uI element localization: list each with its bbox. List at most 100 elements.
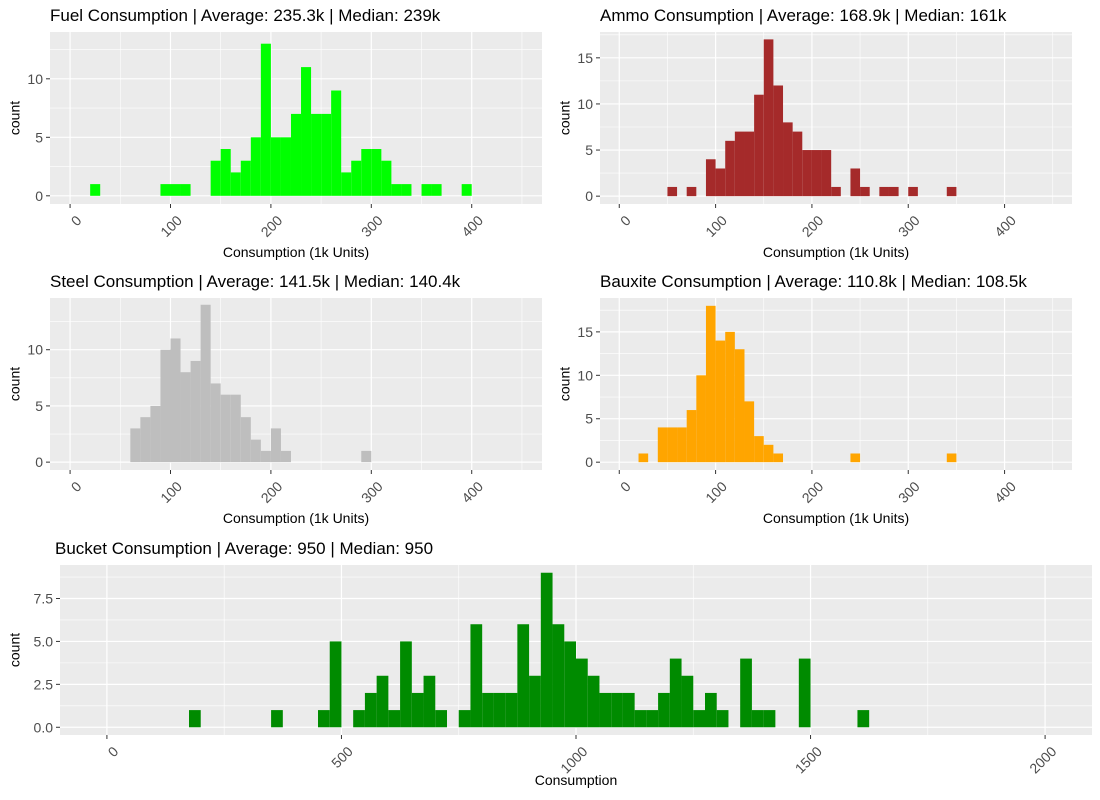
histogram-bar — [353, 710, 365, 728]
histogram-bar — [270, 428, 281, 463]
histogram-bar — [634, 710, 647, 728]
histogram-bar — [230, 172, 241, 196]
fuel-chart-title: Fuel Consumption | Average: 235.3k | Med… — [50, 6, 441, 25]
histogram-bar — [540, 572, 553, 728]
histogram-bar — [622, 692, 635, 728]
x-tick-label: 1500 — [792, 743, 825, 776]
x-tick-label: 0 — [617, 212, 634, 229]
x-tick-label: 400 — [458, 478, 486, 506]
histogram-bar — [751, 710, 764, 728]
x-tick-label: 100 — [702, 212, 730, 240]
y-tick-label: 5 — [585, 142, 593, 158]
histogram-bar — [190, 360, 201, 463]
x-tick-label: 0 — [68, 478, 85, 495]
y-tick-label: 0 — [585, 188, 593, 204]
histogram-bar — [90, 184, 101, 196]
histogram-bar — [280, 450, 291, 463]
histogram-bar — [763, 39, 774, 197]
histogram-bar — [725, 331, 735, 463]
y-axis-title: count — [7, 367, 23, 401]
y-tick-label: 15 — [577, 50, 593, 66]
histogram-bar — [763, 710, 776, 728]
histogram-bar — [160, 184, 171, 196]
histogram-bar — [331, 90, 342, 196]
histogram-bar — [361, 149, 372, 196]
plot-background — [50, 298, 542, 470]
histogram-bar — [811, 150, 822, 197]
histogram-bar — [260, 450, 271, 463]
histogram-bar — [210, 160, 221, 196]
histogram-bar — [646, 710, 659, 728]
histogram-bar — [280, 137, 291, 196]
histogram-bar — [301, 67, 312, 196]
y-tick-label: 0 — [35, 454, 43, 470]
ammo-histogram: 0 5 10 15 0 100 200 300 400 Consumption (1k Units… — [557, 32, 1072, 260]
histogram-bar — [681, 675, 694, 728]
x-tick-label: 100 — [702, 478, 730, 506]
histogram-bar — [200, 304, 211, 463]
histogram-bar — [740, 658, 752, 728]
histogram-bar — [170, 184, 181, 196]
x-tick-label: 300 — [358, 212, 386, 240]
histogram-bar — [470, 624, 483, 728]
bauxite-chart-title: Bauxite Consumption | Average: 110.8k | … — [600, 272, 1027, 291]
x-tick-label: 200 — [799, 212, 827, 240]
histogram-bar — [529, 675, 541, 728]
histogram-bar — [458, 710, 471, 728]
histogram-bar — [657, 427, 668, 463]
x-tick-label: 2000 — [1026, 743, 1059, 776]
y-axis-title: count — [7, 101, 23, 135]
x-axis-title: Consumption (1k Units) — [763, 244, 909, 260]
histogram-bar — [686, 186, 697, 197]
histogram-bar — [725, 140, 735, 197]
histogram-bar — [321, 113, 332, 196]
histogram-bar — [210, 383, 221, 463]
histogram-bar — [773, 85, 784, 197]
histogram-bar — [220, 149, 231, 196]
x-tick-label: 400 — [991, 478, 1019, 506]
histogram-bar — [667, 427, 678, 463]
histogram-bar — [376, 675, 389, 728]
histogram-bar — [686, 410, 697, 463]
histogram-bar — [388, 710, 401, 728]
x-tick-label: 200 — [258, 212, 286, 240]
y-tick-label: 10 — [27, 342, 43, 358]
histogram-bar — [705, 692, 717, 728]
histogram-bar — [170, 338, 181, 463]
histogram-bar — [669, 658, 682, 728]
histogram-bar — [658, 692, 670, 728]
x-tick-label: 400 — [991, 212, 1019, 240]
y-tick-label: 15 — [577, 324, 593, 340]
y-tick-label: 10 — [27, 71, 43, 87]
x-tick-label: 0 — [105, 743, 122, 760]
histogram-bar — [798, 658, 811, 728]
histogram-bar — [850, 453, 861, 463]
histogram-bar — [160, 349, 171, 463]
histogram-bar — [311, 113, 322, 196]
histogram-bar — [599, 692, 612, 728]
y-tick-label: 5.0 — [34, 633, 54, 649]
histogram-bar — [140, 417, 151, 463]
histogram-bar — [189, 710, 201, 728]
x-axis-title: Consumption — [535, 772, 618, 788]
x-axis-title: Consumption (1k Units) — [763, 510, 909, 526]
histogram-bar — [715, 340, 726, 463]
bauxite-histogram: 0 5 10 15 0 100 200 300 400 Consumption (1k Units… — [557, 298, 1072, 526]
y-tick-label: 5 — [585, 411, 593, 427]
y-tick-label: 0.0 — [34, 719, 54, 735]
x-tick-label: 100 — [157, 212, 185, 240]
histogram-bar — [431, 184, 442, 196]
histogram-bar — [696, 375, 706, 463]
histogram-bar — [391, 184, 402, 196]
histogram-bar — [250, 439, 261, 463]
histogram-bar — [611, 692, 623, 728]
histogram-bar — [908, 186, 918, 197]
histogram-bar — [831, 186, 841, 197]
histogram-bar — [421, 184, 432, 196]
x-axis-title: Consumption (1k Units) — [223, 510, 369, 526]
histogram-bar — [400, 641, 412, 728]
histogram-bar — [850, 168, 861, 197]
